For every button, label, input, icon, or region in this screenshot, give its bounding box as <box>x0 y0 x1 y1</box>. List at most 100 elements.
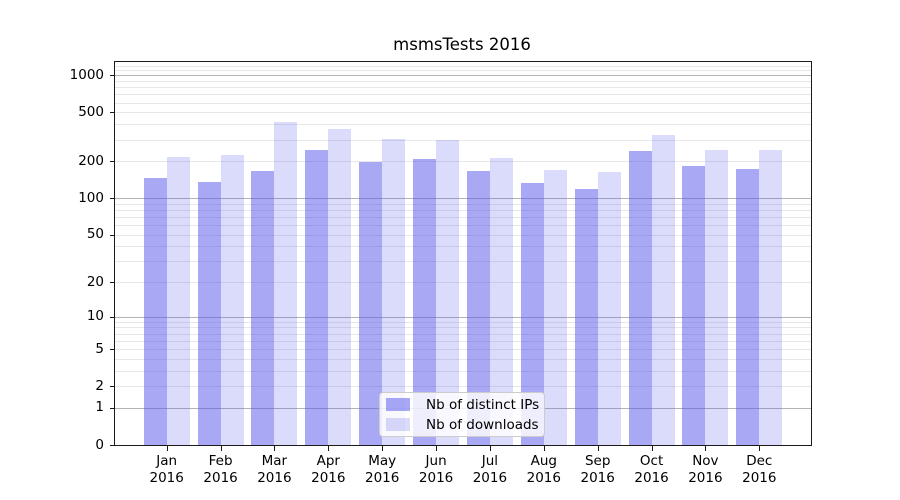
chart-title: msmsTests 2016 <box>393 35 531 54</box>
x-tick <box>759 446 761 451</box>
bar-ips-apr <box>305 149 329 445</box>
bar-ips-nov <box>682 165 706 445</box>
x-tick-label-oct: Oct 2016 <box>634 453 669 486</box>
bar-ips-jan <box>143 177 167 445</box>
gridline-minor <box>115 102 811 104</box>
gridline-minor <box>115 370 811 372</box>
gridline-minor <box>115 321 811 323</box>
gridline-minor <box>115 234 811 236</box>
x-tick-label-jan: Jan 2016 <box>149 453 184 486</box>
y-tick-label: 2 <box>95 377 104 394</box>
gridline-minor <box>115 358 811 360</box>
gridline-minor <box>115 94 811 96</box>
x-tick-label-sep: Sep 2016 <box>580 453 615 486</box>
gridline-minor <box>115 80 811 82</box>
gridline-minor <box>115 225 811 226</box>
bar-ips-feb <box>197 181 221 445</box>
bar-ips-jul <box>466 171 490 445</box>
x-tick <box>436 446 438 451</box>
legend-entry-distinct-ips: Nb of distinct IPs <box>386 396 544 413</box>
bar-downloads-feb <box>220 155 244 445</box>
gridline-minor <box>115 340 811 342</box>
gridline-minor <box>115 87 811 89</box>
x-tick <box>382 446 384 451</box>
gridline-major <box>115 75 811 77</box>
bar-downloads-dec <box>759 150 783 445</box>
gridline-minor <box>115 139 811 141</box>
legend-swatch-downloads <box>386 418 410 431</box>
bar-ips-oct <box>628 150 652 445</box>
y-tick-label: 0 <box>95 436 104 453</box>
x-tick <box>328 446 330 451</box>
gridline-minor <box>115 327 811 329</box>
gridline-major <box>115 198 811 199</box>
legend: Nb of distinct IPs Nb of downloads <box>379 392 545 437</box>
bar-downloads-mar <box>274 121 298 445</box>
bar-downloads-aug <box>543 170 567 445</box>
x-tick <box>166 446 168 451</box>
bar-ips-may <box>359 162 383 445</box>
legend-swatch-distinct-ips <box>386 398 410 411</box>
grid-layer <box>115 62 811 445</box>
gridline-minor <box>115 386 811 388</box>
bar-downloads-oct <box>651 134 675 445</box>
bar-downloads-jul <box>489 158 513 445</box>
gridline-minor <box>115 349 811 351</box>
x-tick-label-aug: Aug 2016 <box>526 453 561 486</box>
bar-ips-dec <box>736 168 760 445</box>
gridline-minor <box>115 261 811 263</box>
x-tick-label-mar: Mar 2016 <box>257 453 292 486</box>
bar-ips-mar <box>251 171 275 445</box>
bar-downloads-may <box>382 139 406 445</box>
bar-downloads-apr <box>328 129 352 445</box>
gridline-minor <box>115 124 811 126</box>
bar-ips-sep <box>574 189 598 445</box>
gridline-minor <box>115 216 811 218</box>
bar-downloads-sep <box>597 172 621 445</box>
y-tick-label: 5 <box>95 340 104 357</box>
bar-ips-aug <box>520 182 544 445</box>
x-tick <box>220 446 222 451</box>
gridline-minor <box>115 333 811 335</box>
x-tick <box>651 446 653 451</box>
y-tick-label: 100 <box>78 189 104 206</box>
x-tick-label-jun: Jun 2016 <box>418 453 454 486</box>
y-tick-label: 200 <box>78 152 104 169</box>
x-tick-label-apr: Apr 2016 <box>311 453 346 486</box>
bar-downloads-nov <box>705 150 729 445</box>
x-tick <box>543 446 545 451</box>
legend-label-downloads: Nb of downloads <box>426 416 539 433</box>
x-tick <box>489 446 491 451</box>
legend-entry-downloads: Nb of downloads <box>386 416 544 433</box>
y-tick-label: 20 <box>86 273 104 290</box>
x-tick-label-jul: Jul 2016 <box>472 453 508 486</box>
gridline-minor <box>115 209 811 211</box>
x-tick-label-may: May 2016 <box>365 453 400 486</box>
bars-layer <box>115 62 811 445</box>
x-tick-label-feb: Feb 2016 <box>203 453 238 486</box>
gridline-minor <box>115 161 811 163</box>
gridline-major <box>115 316 811 318</box>
y-tick-label: 1 <box>95 399 104 416</box>
gridline-minor <box>115 246 811 248</box>
gridline-minor <box>115 203 811 205</box>
y-tick-label: 10 <box>86 308 104 325</box>
legend-label-distinct-ips: Nb of distinct IPs <box>426 396 540 413</box>
x-tick-label-dec: Dec 2016 <box>742 453 777 486</box>
y-tick-label: 1000 <box>69 66 104 83</box>
bar-downloads-jan <box>166 156 190 445</box>
x-tick <box>597 446 599 451</box>
gridline-minor <box>115 70 811 72</box>
x-tick-label-nov: Nov 2016 <box>688 453 723 486</box>
gridline-minor <box>115 65 811 67</box>
gridline-minor <box>115 282 811 283</box>
bar-downloads-jun <box>436 139 460 445</box>
plot-area <box>114 61 812 446</box>
x-tick <box>705 446 707 451</box>
gridline-minor <box>115 112 811 114</box>
bar-ips-jun <box>413 159 437 445</box>
y-tick-label: 500 <box>78 103 104 120</box>
y-tick-label: 50 <box>86 226 104 242</box>
x-tick <box>274 446 276 451</box>
